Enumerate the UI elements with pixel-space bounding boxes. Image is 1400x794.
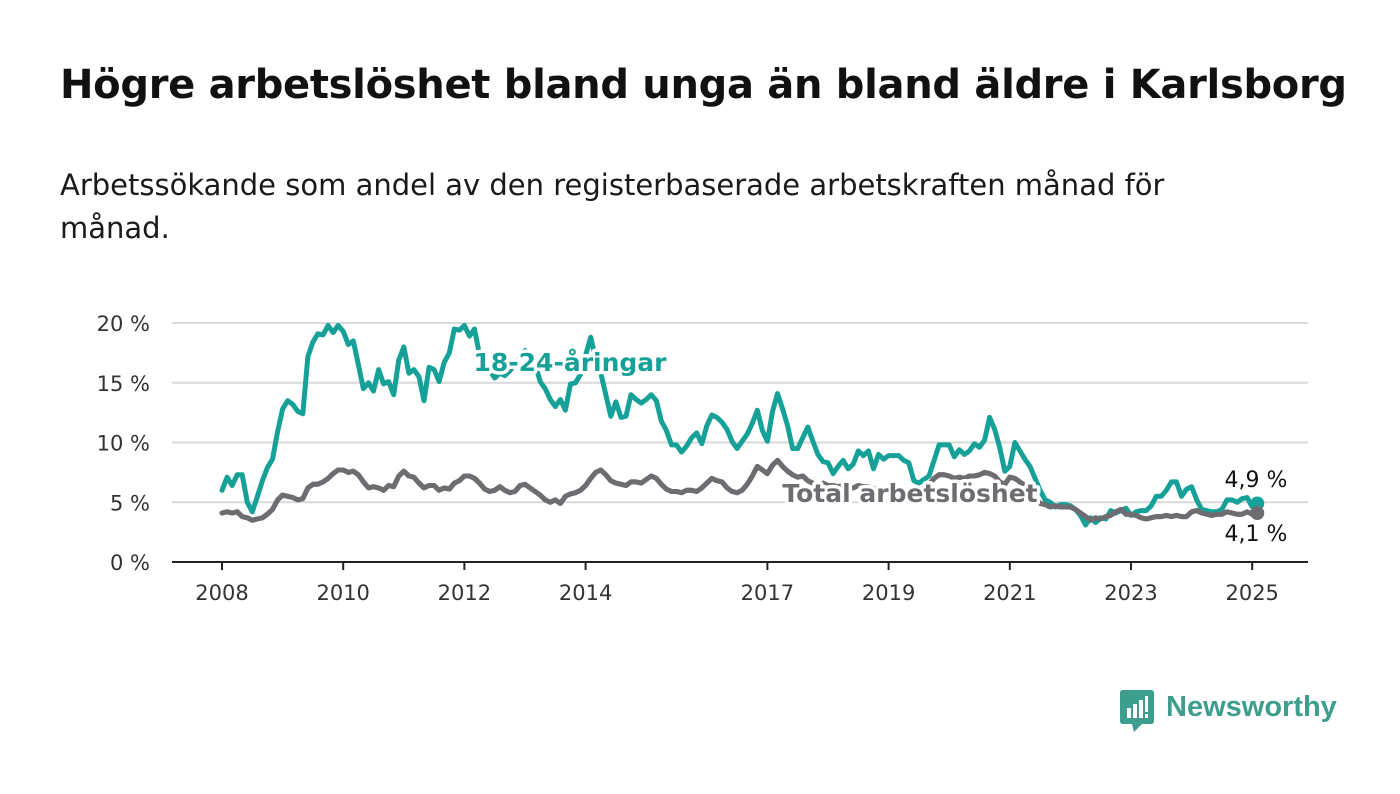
x-tick-label: 2008 — [195, 581, 248, 605]
series-label-young: 18-24-åringar — [474, 348, 668, 377]
chart-title: Högre arbetslöshet bland unga än bland ä… — [60, 62, 1347, 108]
x-tick-label: 2025 — [1225, 581, 1278, 605]
bar-chart-speech-bubble-icon — [1120, 690, 1154, 732]
series-labels: 4,9 %4,1 %18-24-åringar18-24-åringarTota… — [470, 345, 1288, 548]
y-tick-label: 15 % — [97, 372, 150, 396]
series-lines — [219, 322, 1265, 528]
y-tick-label: 20 % — [97, 312, 150, 336]
end-dot-total — [1250, 506, 1265, 521]
y-tick-label: 10 % — [97, 432, 150, 456]
series-line-total-overlay — [219, 457, 1260, 523]
newsworthy-logo: Newsworthy — [1120, 690, 1337, 732]
series-line-young — [219, 322, 1260, 528]
series-label-halo-total: Total arbetslöshet — [782, 479, 1037, 508]
x-tick-label: 2017 — [741, 581, 794, 605]
end-label-young: 4,9 % — [1225, 468, 1288, 493]
x-tick-label: 2014 — [559, 581, 612, 605]
x-tick-label: 2021 — [983, 581, 1036, 605]
x-tick-label: 2023 — [1104, 581, 1157, 605]
x-axis: 2008 2010 2012 2014 2017 2019 2021 2023 2025 — [172, 561, 1308, 605]
x-tick-label: 2010 — [316, 581, 369, 605]
brand-name: Newsworthy — [1166, 690, 1337, 723]
y-tick-label: 5 % — [110, 491, 150, 515]
y-tick-label: 0 % — [110, 551, 150, 575]
x-tick-label: 2019 — [862, 581, 915, 605]
x-tick-label: 2012 — [438, 581, 491, 605]
chart-subtitle: Arbetssökande som andel av den registerb… — [60, 168, 1165, 245]
series-label-halo-young: 18-24-åringar — [474, 348, 668, 377]
end-label-total: 4,1 % — [1225, 522, 1288, 547]
series-label-total: Total arbetslöshet — [782, 479, 1037, 508]
